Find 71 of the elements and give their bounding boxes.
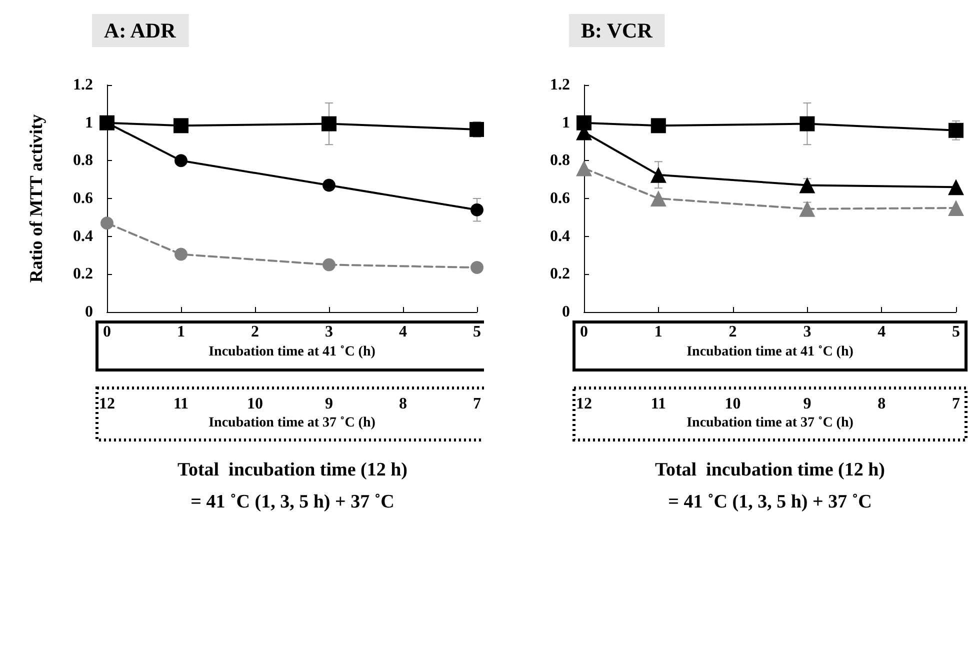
x2-tick-label: 10 [724, 396, 741, 412]
y-tick-label: 1.2 [73, 76, 93, 94]
point [576, 115, 592, 130]
point [948, 122, 964, 138]
x2-axis-title: Incubation time at 37 ˚C (h) [208, 416, 376, 430]
point [470, 203, 484, 216]
x-tick-label: 4 [878, 324, 886, 340]
x-tick-label: 0 [103, 324, 111, 340]
x2-tick-label: 9 [325, 396, 333, 412]
point [174, 118, 188, 134]
x-tick-label: 0 [580, 324, 588, 340]
point [470, 122, 484, 137]
point [322, 116, 336, 132]
point [100, 115, 114, 130]
x2-tick-label: 8 [399, 396, 407, 412]
chart-title: A: ADR [104, 18, 177, 42]
x2-tick-label: 11 [650, 396, 666, 412]
point [576, 160, 592, 176]
y-tick-label: 0 [85, 304, 93, 320]
x-tick-label: 2 [728, 324, 737, 340]
y-tick-label: 1 [85, 114, 93, 132]
y-tick-label: 0.4 [550, 228, 570, 245]
point [322, 258, 336, 272]
y-tick-label: 1 [562, 114, 570, 132]
point [100, 216, 114, 230]
point [948, 179, 964, 196]
point [470, 261, 484, 274]
point [948, 200, 964, 216]
chart-title: B: VCR [581, 18, 654, 42]
x2-tick-label: 10 [247, 396, 263, 412]
text: = 41 ˚C (1, 3, 5 h) + 37 ˚C [668, 492, 872, 512]
x-tick-label: 3 [803, 324, 812, 340]
x2-tick-label: 12 [576, 396, 592, 412]
x-tick-label: 1 [654, 324, 662, 340]
x-tick-label: 3 [325, 324, 333, 340]
x2-tick-label: 7 [473, 396, 481, 412]
x-tick-label: 2 [251, 324, 259, 340]
y-tick-label: 0.8 [550, 152, 570, 170]
point [650, 190, 666, 206]
y-tick-label: 0 [562, 304, 570, 320]
text: Total incubation time (12 h) [655, 460, 885, 480]
point [799, 200, 816, 217]
text: Total incubation time (12 h) [178, 460, 408, 480]
y-tick-label: 0.2 [550, 266, 570, 283]
x2-tick-label: 11 [173, 396, 189, 412]
point [322, 178, 336, 192]
x2-tick-label: 7 [952, 396, 960, 412]
y-axis-title: Ratio of MTT activity [26, 114, 46, 283]
text: = 41 ˚C (1, 3, 5 h) + 37 ˚C [190, 492, 394, 512]
x-tick-label: 5 [473, 324, 481, 340]
y-tick-label: 0.6 [550, 190, 570, 207]
x-tick-label: 1 [177, 324, 185, 340]
point [174, 154, 188, 168]
x-axis-title: Incubation time at 41 ˚C (h) [686, 344, 854, 360]
x-tick-label: 5 [952, 324, 960, 340]
x2-tick-label: 8 [878, 396, 886, 412]
point [174, 248, 188, 261]
y-tick-label: 0.6 [73, 190, 93, 207]
y-tick-label: 0.8 [73, 152, 93, 170]
x2-axis-title: Incubation time at 37 ˚C (h) [686, 416, 854, 430]
x-axis-title: Incubation time at 41 ˚C (h) [208, 344, 376, 360]
y-tick-label: 0.4 [73, 228, 93, 245]
y-tick-label: 1.2 [550, 76, 570, 94]
point [650, 118, 666, 134]
x2-tick-label: 12 [99, 396, 115, 412]
point [799, 177, 816, 194]
y-tick-label: 0.2 [73, 266, 93, 283]
x-tick-label: 4 [399, 324, 407, 340]
point [650, 166, 666, 183]
x2-tick-label: 9 [803, 396, 812, 412]
point [800, 116, 815, 132]
